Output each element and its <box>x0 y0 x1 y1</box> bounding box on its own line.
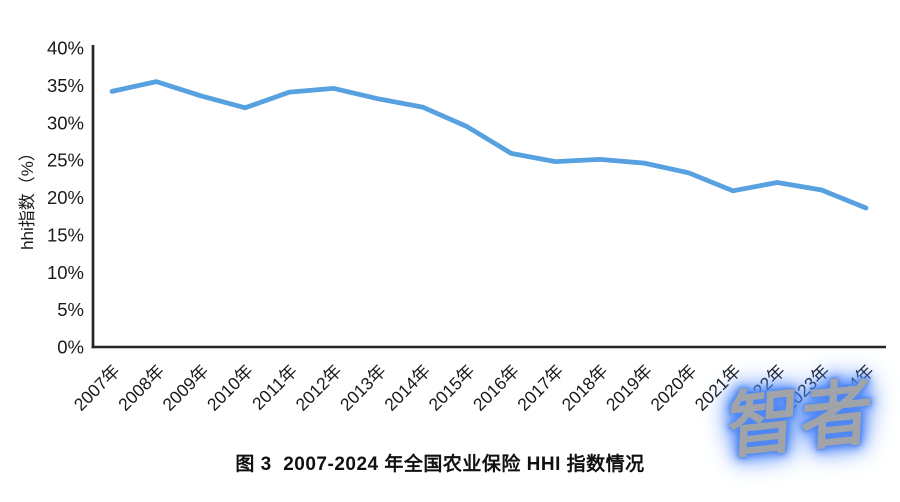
y-tick-label: 25% <box>47 150 84 171</box>
y-tick-label: 10% <box>47 262 84 283</box>
y-axis-title: hhi指数（%） <box>18 144 37 250</box>
x-tick-label: 2020年 <box>646 361 700 415</box>
x-tick-label: 2008年 <box>114 361 168 415</box>
x-tick-label: 2015年 <box>425 361 479 415</box>
x-tick-label: 2011年 <box>248 361 301 414</box>
x-tick-label: 2014年 <box>380 361 434 415</box>
y-tick-label: 0% <box>57 337 84 358</box>
x-tick-label: 2009年 <box>158 361 212 415</box>
y-tick-label: 35% <box>47 75 84 96</box>
y-tick-label: 15% <box>47 224 84 245</box>
y-tick-label: 30% <box>47 112 84 133</box>
y-tick-label: 40% <box>47 38 84 59</box>
x-tick-label: 2010年 <box>203 361 257 415</box>
watermark-text: 智者 <box>725 371 877 469</box>
x-tick-label: 2012年 <box>292 361 346 415</box>
x-tick-label: 2016年 <box>469 361 523 415</box>
x-tick-label: 2013年 <box>336 361 390 415</box>
figure-caption: 图 3 2007-2024 年全国农业保险 HHI 指数情况 <box>235 454 645 475</box>
hhi-series-line <box>109 79 869 211</box>
y-tick-label: 20% <box>47 187 84 208</box>
x-tick-label: 2018年 <box>558 361 612 415</box>
hhi-line-chart: 0% 5% 10% 15% 20% 25% 30% 35% 40% 2007年2008年2009年… <box>18 38 886 415</box>
y-tick-label: 5% <box>57 299 84 320</box>
x-tick-label: 2007年 <box>70 361 124 415</box>
x-tick-label: 2017年 <box>513 361 567 415</box>
x-tick-label: 2019年 <box>602 361 656 415</box>
